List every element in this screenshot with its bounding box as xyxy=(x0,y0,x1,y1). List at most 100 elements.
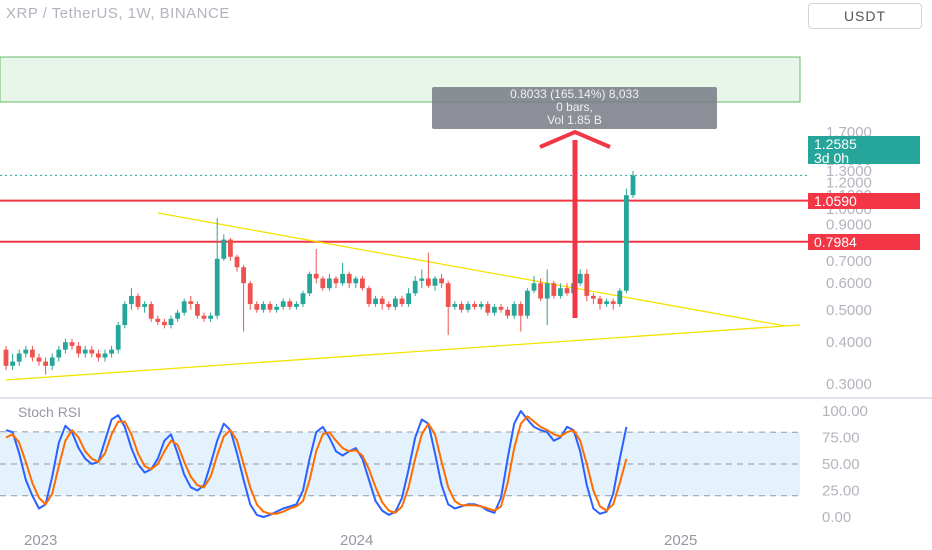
candle-body xyxy=(175,312,180,319)
candle-body xyxy=(505,309,510,316)
candle-body xyxy=(201,315,207,319)
lower-trendline xyxy=(5,324,801,381)
candle-body xyxy=(478,304,484,307)
candle xyxy=(214,217,220,319)
candle-body xyxy=(102,353,108,358)
candle-body xyxy=(63,342,68,350)
candle xyxy=(109,345,114,358)
level-tag-2: 0.7984 xyxy=(808,233,920,250)
candle xyxy=(280,298,286,310)
candle xyxy=(102,349,108,362)
candle-body xyxy=(386,304,392,307)
candle xyxy=(604,298,609,307)
bar-countdown: 3d 0h xyxy=(814,150,850,166)
candle xyxy=(544,269,550,326)
candle-body xyxy=(142,304,147,307)
level-tag-1: 1.0590 xyxy=(808,192,920,209)
rsi-tick-label: 25.00 xyxy=(822,483,860,500)
candle xyxy=(234,254,240,272)
candle-body xyxy=(624,195,629,291)
candle-body xyxy=(412,280,418,294)
measure-volume: Vol 1.85 B xyxy=(547,113,602,127)
candle-body xyxy=(498,306,504,310)
candle xyxy=(122,301,128,329)
triangle-trendlines xyxy=(5,212,801,381)
candle xyxy=(221,234,227,261)
candle-body xyxy=(630,175,636,196)
candle-body xyxy=(577,273,583,284)
candle xyxy=(201,312,207,322)
candle xyxy=(459,301,464,313)
last-price-value: 1.2585 xyxy=(814,136,857,152)
candle-body xyxy=(294,304,299,307)
candle xyxy=(551,280,557,299)
candle-body xyxy=(96,353,101,358)
stoch-rsi-title: Stoch RSI xyxy=(18,404,82,420)
candle xyxy=(492,304,497,316)
candle xyxy=(485,301,491,316)
candle xyxy=(584,269,590,302)
stoch-rsi-lines xyxy=(5,410,628,518)
candle-body xyxy=(313,273,319,279)
candle xyxy=(168,315,174,329)
candle-body xyxy=(432,278,438,286)
candle-body xyxy=(399,298,405,305)
candle-body xyxy=(234,256,240,268)
candle-body xyxy=(89,349,95,354)
arrow-head xyxy=(539,129,611,149)
rsi-series-line xyxy=(5,410,628,518)
price-tick-label: 0.9000 xyxy=(826,216,872,233)
candle-body xyxy=(525,290,530,316)
candle xyxy=(175,309,180,322)
time-axis[interactable]: 2023 2024 2025 xyxy=(24,532,697,549)
candle xyxy=(406,288,411,307)
candle-body xyxy=(115,325,121,350)
candle xyxy=(558,283,563,299)
measure-arrow xyxy=(539,129,611,318)
candle xyxy=(617,288,623,307)
candle-body xyxy=(56,349,62,358)
candle-body xyxy=(617,290,623,305)
candle xyxy=(43,357,48,375)
candle-body xyxy=(287,301,293,307)
candle xyxy=(181,298,187,316)
candle-body xyxy=(366,288,372,305)
candle xyxy=(261,301,266,313)
candle xyxy=(426,252,431,289)
candle-body xyxy=(584,273,590,296)
candle-body xyxy=(76,345,81,354)
candle-body xyxy=(307,273,312,294)
candle-body xyxy=(162,321,167,326)
candle-body xyxy=(247,283,253,305)
candle-body xyxy=(36,357,42,362)
candle xyxy=(597,295,603,310)
currency-button[interactable]: USDT xyxy=(808,3,922,29)
candle-body xyxy=(426,278,431,286)
candle xyxy=(366,285,372,307)
candle xyxy=(452,301,458,310)
candle-body xyxy=(591,295,596,299)
candle xyxy=(287,298,293,310)
time-tick-label: 2023 xyxy=(24,532,57,549)
candle xyxy=(373,295,378,307)
candle xyxy=(16,349,22,366)
candle-body xyxy=(340,273,345,284)
candle xyxy=(10,353,15,371)
candle xyxy=(393,295,398,310)
candle-body xyxy=(531,283,537,291)
rsi-axis[interactable]: 100.00 75.00 50.00 25.00 0.00 xyxy=(0,403,868,526)
measure-bars: 0 bars, xyxy=(556,100,593,114)
candle-body xyxy=(320,278,326,289)
candle-body xyxy=(188,301,194,305)
time-tick-label: 2024 xyxy=(340,532,373,549)
candle-body xyxy=(465,304,471,310)
candle-body xyxy=(69,342,75,346)
candle xyxy=(472,301,477,310)
candle-body xyxy=(564,288,570,294)
rsi-tick-label: 100.00 xyxy=(822,403,868,420)
rsi-tick-label: 50.00 xyxy=(822,456,860,473)
candle-body xyxy=(274,306,279,310)
candle xyxy=(23,345,29,358)
candle xyxy=(577,269,583,286)
